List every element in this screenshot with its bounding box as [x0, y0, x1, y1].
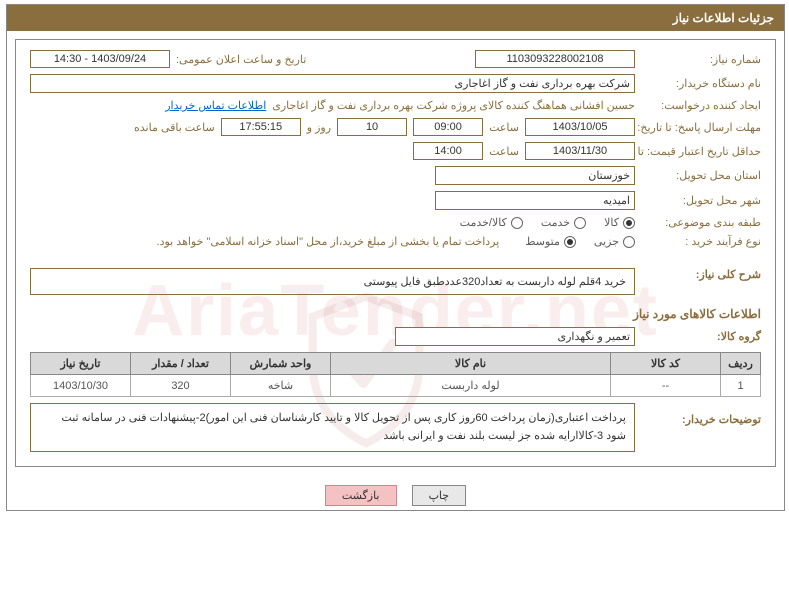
td-name: لوله داربست: [331, 375, 611, 397]
buyer-notes-box: پرداخت اعتباری(زمان پرداخت 60روز کاری پس…: [30, 403, 635, 452]
radio-goods-label: کالا: [604, 216, 619, 229]
row-process: نوع فرآیند خرید : جزیی متوسط پرداخت تمام…: [30, 235, 761, 248]
items-table-body: 1 -- لوله داربست شاخه 320 1403/10/30: [31, 375, 761, 397]
radio-medium-label: متوسط: [525, 235, 560, 248]
radio-medium[interactable]: متوسط: [525, 235, 576, 248]
row-group: گروه کالا: تعمیر و نگهداری: [30, 327, 761, 346]
days-remaining: 10: [337, 118, 407, 136]
radio-dot-icon: [574, 217, 586, 229]
need-number-label: شماره نیاز:: [641, 53, 761, 66]
radio-goods[interactable]: کالا: [604, 216, 635, 229]
radio-dot-icon: [623, 236, 635, 248]
th-unit: واحد شمارش: [231, 353, 331, 375]
row-city: شهر محل تحویل: امیدیه: [30, 191, 761, 210]
panel-title: جزئیات اطلاعات نیاز: [673, 11, 774, 25]
buyer-contact-link[interactable]: اطلاعات تماس خریدار: [165, 99, 266, 112]
td-unit: شاخه: [231, 375, 331, 397]
radio-dot-icon: [564, 236, 576, 248]
category-radio-group: کالا خدمت کالا/خدمت: [460, 216, 635, 229]
radio-partial-label: جزیی: [594, 235, 619, 248]
content-panel: AriaTender.net شماره نیاز: 1103093228002…: [15, 39, 776, 467]
overall-desc-box: خرید 4قلم لوله داربست به تعداد320عددطبق …: [30, 268, 635, 295]
gap: [30, 254, 761, 268]
radio-both[interactable]: کالا/خدمت: [460, 216, 523, 229]
radio-dot-icon: [623, 217, 635, 229]
validity-date: 1403/11/30: [525, 142, 635, 160]
remaining-label: ساعت باقی مانده: [134, 121, 215, 134]
table-row: 1 -- لوله داربست شاخه 320 1403/10/30: [31, 375, 761, 397]
city-label: شهر محل تحویل:: [641, 194, 761, 207]
row-overall-desc: شرح کلی نیاز: خرید 4قلم لوله داربست به ت…: [30, 268, 761, 301]
deadline-time: 09:00: [413, 118, 483, 136]
buyer-notes-label: توضیحات خریدار:: [641, 403, 761, 426]
outer-frame: جزئیات اطلاعات نیاز AriaTender.net شماره…: [6, 4, 785, 511]
row-category: طبقه بندی موضوعی: کالا خدمت کالا/خدمت: [30, 216, 761, 229]
need-number-value: 1103093228002108: [475, 50, 635, 68]
button-row: چاپ بازگشت: [7, 475, 784, 510]
city-value: امیدیه: [435, 191, 635, 210]
validity-time-label: ساعت: [489, 145, 519, 158]
radio-both-label: کالا/خدمت: [460, 216, 507, 229]
province-value: خوزستان: [435, 166, 635, 185]
print-button[interactable]: چاپ: [412, 485, 467, 506]
requester-label: ایجاد کننده درخواست:: [641, 99, 761, 112]
th-code: کد کالا: [611, 353, 721, 375]
process-label: نوع فرآیند خرید :: [641, 235, 761, 248]
items-table-head: ردیف کد کالا نام کالا واحد شمارش تعداد /…: [31, 353, 761, 375]
inner-content: شماره نیاز: 1103093228002108 تاریخ و ساع…: [30, 50, 761, 452]
buyer-org-label: نام دستگاه خریدار:: [641, 77, 761, 90]
announce-label: تاریخ و ساعت اعلان عمومی:: [176, 53, 306, 66]
time-remaining: 17:55:15: [221, 118, 301, 136]
items-table: ردیف کد کالا نام کالا واحد شمارش تعداد /…: [30, 352, 761, 397]
row-requester: ایجاد کننده درخواست: حسین افشانی هماهنگ …: [30, 99, 761, 112]
group-label: گروه کالا:: [641, 330, 761, 343]
province-label: استان محل تحویل:: [641, 169, 761, 182]
td-idx: 1: [721, 375, 761, 397]
overall-label: شرح کلی نیاز:: [641, 268, 761, 281]
items-section-title: اطلاعات کالاهای مورد نیاز: [30, 307, 761, 321]
row-validity: حداقل تاریخ اعتبار قیمت: تا تاریخ: 1403/…: [30, 142, 761, 160]
row-province: استان محل تحویل: خوزستان: [30, 166, 761, 185]
validity-time: 14:00: [413, 142, 483, 160]
radio-dot-icon: [511, 217, 523, 229]
row-buyer-notes: توضیحات خریدار: پرداخت اعتباری(زمان پردا…: [30, 403, 761, 452]
requester-value: حسین افشانی هماهنگ کننده کالای پروژه شرک…: [272, 99, 635, 112]
row-deadline: مهلت ارسال پاسخ: تا تاریخ: 1403/10/05 سا…: [30, 118, 761, 136]
radio-service-label: خدمت: [541, 216, 570, 229]
td-qty: 320: [131, 375, 231, 397]
th-date: تاریخ نیاز: [31, 353, 131, 375]
th-row: ردیف: [721, 353, 761, 375]
panel-header: جزئیات اطلاعات نیاز: [7, 5, 784, 31]
radio-service[interactable]: خدمت: [541, 216, 586, 229]
deadline-time-label: ساعت: [489, 121, 519, 134]
table-header-row: ردیف کد کالا نام کالا واحد شمارش تعداد /…: [31, 353, 761, 375]
th-qty: تعداد / مقدار: [131, 353, 231, 375]
td-date: 1403/10/30: [31, 375, 131, 397]
row-need-number: شماره نیاز: 1103093228002108 تاریخ و ساع…: [30, 50, 761, 68]
back-button[interactable]: بازگشت: [325, 485, 397, 506]
row-buyer-org: نام دستگاه خریدار: شرکت بهره برداری نفت …: [30, 74, 761, 93]
deadline-date: 1403/10/05: [525, 118, 635, 136]
days-and-label: روز و: [307, 121, 331, 134]
announce-value: 1403/09/24 - 14:30: [30, 50, 170, 68]
buyer-org-value: شرکت بهره برداری نفت و گاز اغاجاری: [30, 74, 635, 93]
td-code: --: [611, 375, 721, 397]
process-note: پرداخت تمام یا بخشی از مبلغ خرید،از محل …: [157, 235, 500, 248]
deadline-label: مهلت ارسال پاسخ: تا تاریخ:: [641, 121, 761, 134]
category-label: طبقه بندی موضوعی:: [641, 216, 761, 229]
radio-partial[interactable]: جزیی: [594, 235, 635, 248]
group-value: تعمیر و نگهداری: [395, 327, 635, 346]
process-radio-group: جزیی متوسط: [525, 235, 635, 248]
th-name: نام کالا: [331, 353, 611, 375]
validity-label: حداقل تاریخ اعتبار قیمت: تا تاریخ:: [641, 145, 761, 158]
